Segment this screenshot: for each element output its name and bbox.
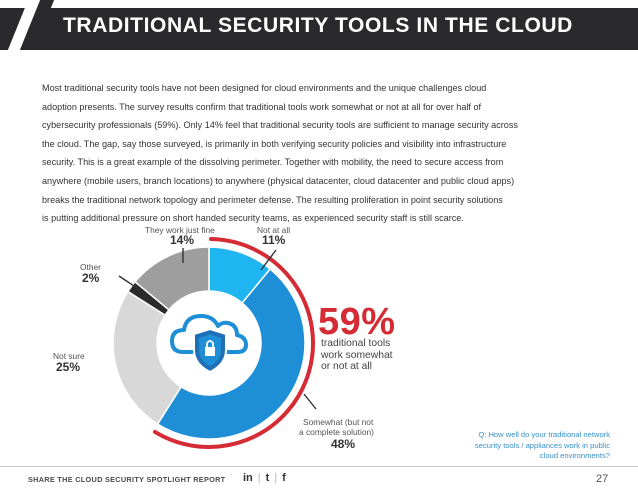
lock-body xyxy=(205,347,215,356)
cloud-shield-lock-icon xyxy=(170,314,248,374)
social-separator: | xyxy=(257,472,261,484)
body-line: cybersecurity professionals (59%). Only … xyxy=(42,120,518,131)
body-line: adoption presents. The survey results co… xyxy=(42,101,482,112)
body-line: Most traditional security tools have not… xyxy=(42,83,487,93)
survey-question-line: cloud environments? xyxy=(539,451,610,460)
facebook-icon[interactable]: f xyxy=(282,472,286,484)
social-links: in | t | f xyxy=(243,472,286,484)
highlight-caption-line: traditional tools xyxy=(321,338,391,349)
slice-value-notsure: 25% xyxy=(56,360,81,374)
slice-label-notatall: Not at all xyxy=(257,225,291,235)
leader-lines xyxy=(118,248,317,410)
leader-line-notatall xyxy=(260,249,277,271)
slice-value-fine: 14% xyxy=(170,233,195,247)
slice-label-somewhat-1: Somewhat (but not xyxy=(303,417,374,427)
slice-value-notatall: 11% xyxy=(262,233,286,247)
survey-question-line: Q: How well do your traditional network xyxy=(478,430,610,439)
linkedin-icon[interactable]: in xyxy=(243,472,253,484)
leader-line-other xyxy=(118,275,141,291)
donut-slices xyxy=(112,246,306,440)
body-line: breaks the traditional network topology … xyxy=(42,194,503,205)
slice-label-fine: They work just fine xyxy=(145,225,215,235)
highlight-percent: 59% xyxy=(318,301,396,343)
body-line: security. This is a great example of the… xyxy=(42,157,504,168)
highlight-caption: traditional tools work somewhat or not a… xyxy=(321,338,393,373)
body-line: the cloud. The gap, say those surveyed, … xyxy=(42,138,507,149)
page-header: TRADITIONAL SECURITY TOOLS IN THE CLOUD xyxy=(0,0,638,50)
donut-slice-not-sure xyxy=(112,290,183,426)
highlight-caption-line: or not at all xyxy=(321,361,372,372)
header-band xyxy=(0,8,638,50)
page-number: 27 xyxy=(596,473,609,485)
slice-label-other: Other xyxy=(80,262,101,272)
social-separator: | xyxy=(274,472,278,484)
slice-value-other: 2% xyxy=(82,271,100,285)
donut-slice-they-work-just-fine xyxy=(133,246,210,311)
donut-slice-somewhat-but-not-a-complete-solution xyxy=(156,267,306,440)
highlight-arc xyxy=(153,237,315,449)
highlight-caption-line: work somewhat xyxy=(321,349,393,361)
survey-question-line: security tools / appliances work in publ… xyxy=(474,440,610,450)
share-label: SHARE THE CLOUD SECURITY SPOTLIGHT REPOR… xyxy=(28,475,226,484)
survey-question: Q: How well do your traditional network … xyxy=(440,430,610,462)
page-title: TRADITIONAL SECURITY TOOLS IN THE CLOUD xyxy=(63,14,573,37)
page-footer: SHARE THE CLOUD SECURITY SPOTLIGHT REPOR… xyxy=(0,466,638,493)
footer-divider xyxy=(0,466,638,467)
lock-shackle xyxy=(206,340,214,347)
body-line: anywhere (mobile users, branch locations… xyxy=(42,175,515,186)
body-paragraph: Most traditional security tools have not… xyxy=(42,79,598,228)
twitter-icon[interactable]: t xyxy=(265,472,270,484)
slice-label-somewhat-2: a complete solution) xyxy=(299,427,374,437)
cloud-shape xyxy=(170,314,248,354)
body-line: is putting additional pressure on short … xyxy=(42,213,464,224)
slice-label-notsure: Not sure xyxy=(53,351,85,361)
slice-value-somewhat: 48% xyxy=(331,437,356,451)
leader-line-somewhat xyxy=(303,393,317,410)
